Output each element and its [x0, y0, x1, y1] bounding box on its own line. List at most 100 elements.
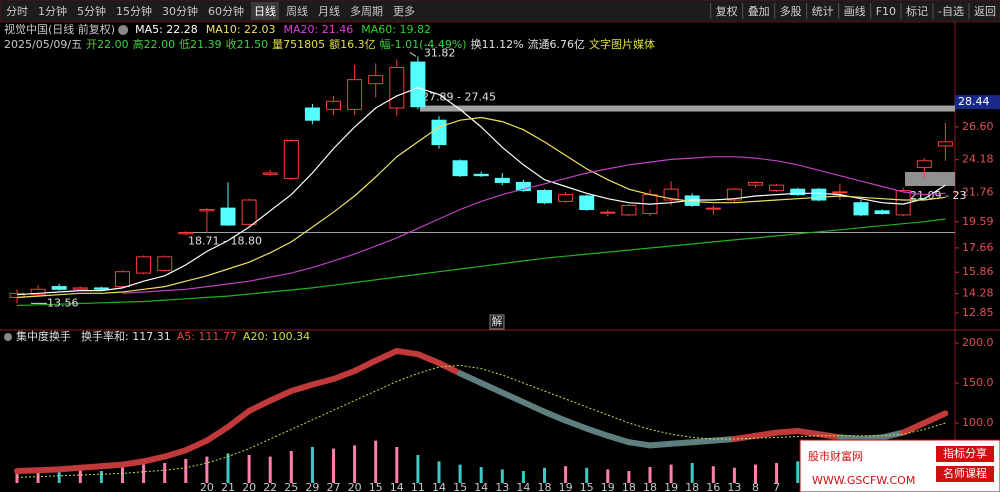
toolbar-tab[interactable]: 更多 — [393, 4, 415, 18]
quote-info: 开22.00 — [86, 38, 129, 51]
ma-label: MA60: 19.82 — [361, 23, 431, 36]
candle-body — [347, 79, 363, 110]
a5-band — [836, 434, 864, 442]
turnover-bar — [205, 456, 209, 483]
toolbar-button[interactable]: 标记 — [906, 4, 928, 18]
a5-band — [35, 466, 63, 474]
candle-body — [72, 287, 88, 290]
x-label: 20 — [200, 481, 214, 492]
y-tick-label: 21.76 — [962, 185, 994, 198]
a5-band — [879, 429, 907, 441]
turnover-bar — [310, 447, 314, 483]
candle-body — [220, 207, 236, 226]
turnover-bar — [184, 459, 188, 483]
x-label: 19 — [601, 481, 615, 492]
toolbar-button[interactable]: 复权 — [716, 4, 738, 18]
watermark-tag-bg — [936, 446, 994, 462]
watermark-url: WWW.GSCFW.COM — [812, 474, 915, 487]
ma-label: MA20: 21.46 — [284, 23, 354, 36]
toolbar-button[interactable]: 多股 — [780, 4, 802, 18]
a5-band — [858, 434, 886, 442]
candle-body — [9, 292, 25, 298]
last-price-box — [955, 95, 1000, 110]
candle-body — [726, 188, 742, 201]
toolbar-tab[interactable]: 日线 — [254, 4, 276, 18]
mark-box — [489, 314, 505, 330]
level-label: 18.71 - 18.80 — [188, 234, 262, 247]
low-label: 13.56 — [47, 296, 79, 309]
candle-body — [452, 160, 468, 177]
a5-band — [309, 376, 337, 388]
candle-body — [663, 188, 679, 201]
candle-body — [748, 181, 763, 186]
toolbar-button[interactable]: 画线 — [844, 4, 866, 18]
a5-band — [499, 389, 527, 406]
turnover-bar — [775, 463, 779, 483]
candle-body — [769, 184, 785, 192]
candle-body — [621, 204, 637, 216]
turnover-bar — [479, 467, 483, 483]
indicator-icon — [4, 333, 12, 341]
toolbar-button[interactable]: -自选 — [938, 5, 964, 18]
toolbar-button[interactable]: 叠加 — [748, 5, 770, 18]
ma-line — [16, 87, 946, 296]
level-label: 27.89 - 27.45 — [422, 91, 496, 104]
x-label: 14 — [390, 481, 404, 492]
turnover-bar — [268, 456, 272, 483]
toolbar-tab[interactable]: 月线 — [318, 4, 340, 18]
turnover-bar — [395, 447, 399, 483]
turnover-bar — [437, 461, 441, 483]
toolbar-button[interactable]: 返回 — [974, 5, 996, 18]
quote-info: 流通6.76亿 — [528, 37, 586, 51]
a5-band — [288, 381, 316, 394]
toolbar-tab[interactable]: 60分钟 — [208, 4, 244, 18]
turnover-bar — [585, 467, 589, 483]
x-label: 22 — [263, 481, 277, 492]
mark-char: 解 — [492, 314, 503, 328]
indicator-label: 换手率和: 117.31 — [81, 329, 171, 343]
watermark-tag: 指标分享 — [943, 446, 987, 460]
turnover-bar — [458, 464, 462, 483]
quote-info: 低21.39 — [179, 38, 222, 51]
a5-band — [436, 360, 464, 377]
a5-band — [900, 420, 928, 436]
a5-band — [520, 399, 548, 415]
a5-band — [583, 425, 611, 439]
x-label: 20 — [348, 481, 362, 492]
watermark-tag-bg — [936, 466, 994, 482]
x-label: 20 — [242, 481, 256, 492]
candle-body — [600, 211, 616, 214]
toolbar-tab[interactable]: 分时 — [6, 5, 28, 18]
candle-body — [937, 141, 953, 147]
candle-body — [705, 207, 721, 210]
x-label: 18 — [685, 481, 699, 492]
toolbar-button[interactable]: 统计 — [812, 5, 834, 18]
toolbar-tab[interactable]: 5分钟 — [77, 4, 106, 18]
toolbar-tab[interactable]: 周线 — [286, 4, 308, 18]
turnover-bar — [142, 464, 146, 483]
toolbar-tab[interactable]: 30分钟 — [162, 4, 198, 18]
y-tick-label: 150.0 — [962, 376, 994, 389]
candle-body — [157, 256, 173, 271]
turnover-bar — [690, 463, 694, 483]
candle-body — [93, 287, 109, 290]
a5-band — [921, 410, 949, 426]
toolbar-tab[interactable]: 15分钟 — [116, 4, 152, 18]
dropdown-icon — [118, 25, 129, 35]
x-label: 14 — [432, 481, 446, 492]
a5-band — [752, 429, 780, 439]
x-label: 29 — [305, 481, 319, 492]
a5-band — [478, 380, 506, 396]
toolbar-button[interactable]: F10 — [876, 5, 896, 18]
toolbar-tab[interactable]: 1分钟 — [38, 4, 67, 18]
x-label: 21 — [221, 481, 235, 492]
watermark-tag: 名师课程 — [943, 466, 987, 480]
candle-body — [51, 286, 67, 290]
indicator-label: A20: 100.34 — [243, 330, 310, 343]
ma-line — [16, 218, 946, 307]
turnover-bar — [78, 469, 82, 483]
toolbar-tab[interactable]: 多周期 — [350, 4, 383, 18]
x-label: 19 — [664, 481, 678, 492]
